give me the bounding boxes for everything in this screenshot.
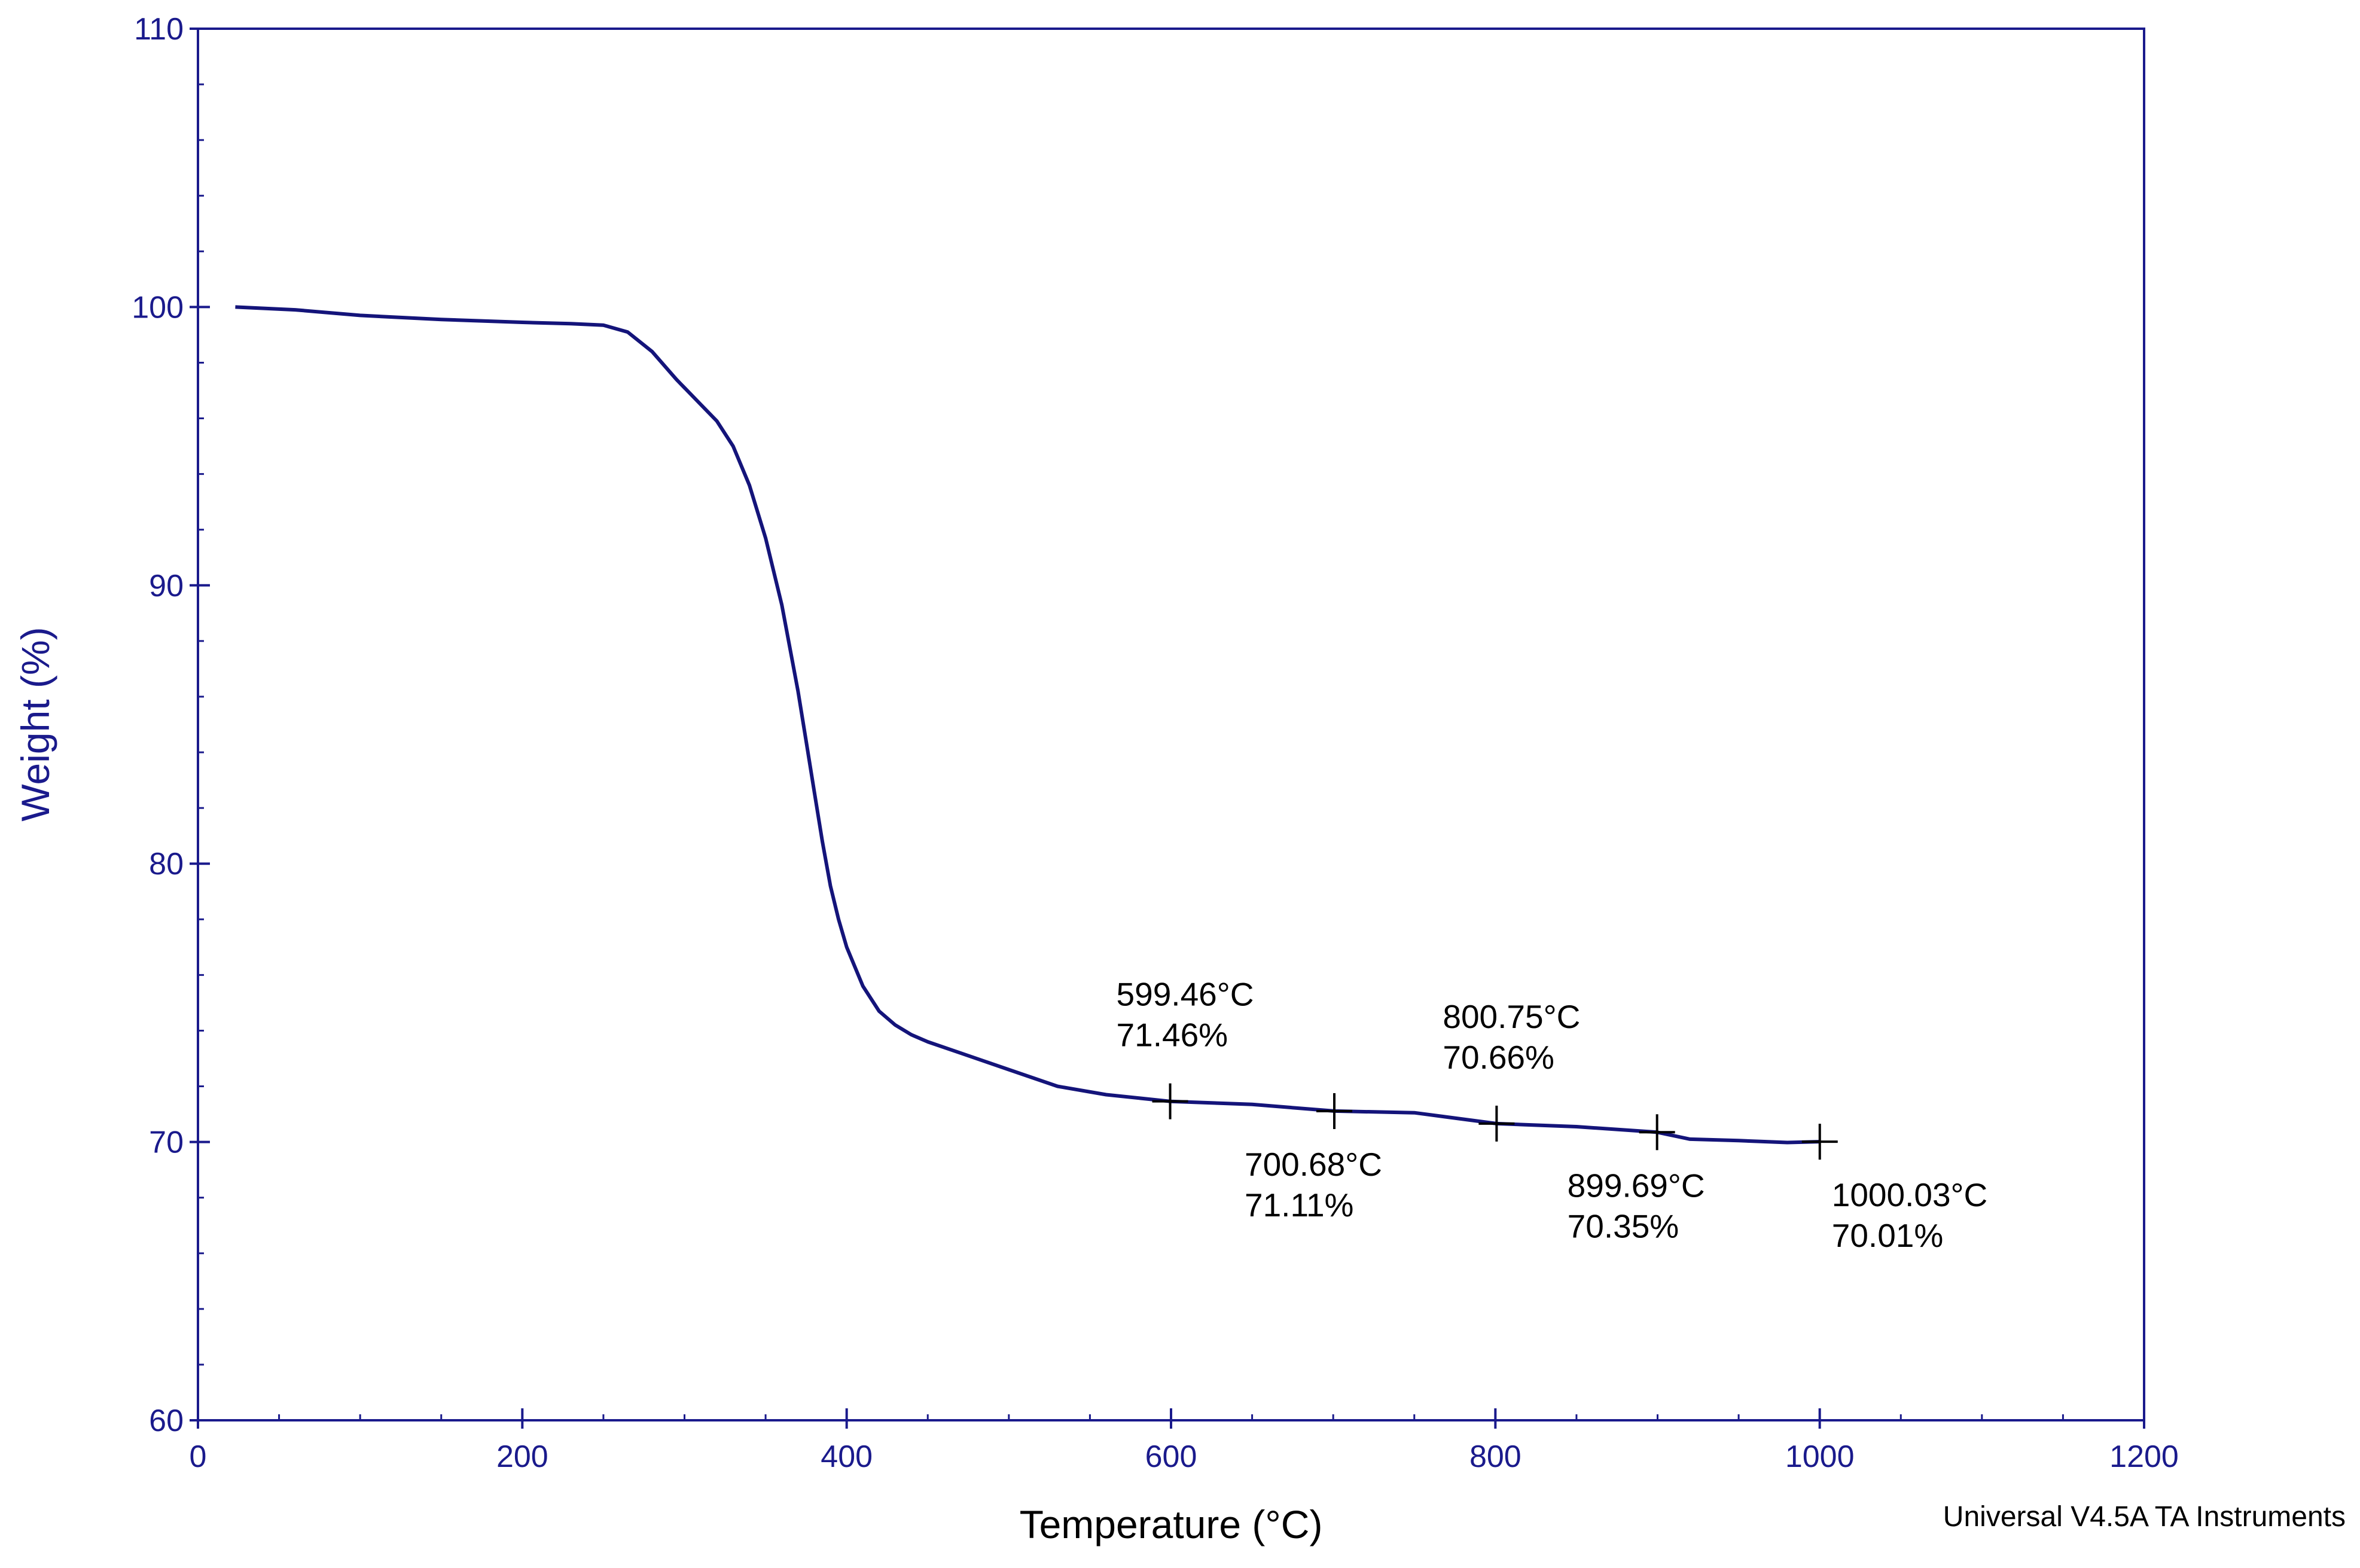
software-credit: Universal V4.5A TA Instruments xyxy=(1943,1501,2346,1533)
major-ticks xyxy=(190,28,2145,1429)
annotation-temperature: 1000.03°C xyxy=(1832,1176,1988,1213)
x-tick-label: 1200 xyxy=(2109,1439,2179,1474)
y-tick-label: 110 xyxy=(134,12,184,47)
x-tick-label: 1000 xyxy=(1785,1439,1855,1474)
x-tick-label: 600 xyxy=(1145,1439,1197,1474)
x-tick-label: 0 xyxy=(190,1439,207,1474)
y-tick-label: 80 xyxy=(149,847,184,881)
annotation-weight: 70.01% xyxy=(1832,1217,1944,1254)
minor-ticks xyxy=(198,83,2064,1420)
annotation-markers xyxy=(1152,1083,1838,1160)
x-tick-label: 200 xyxy=(496,1439,548,1474)
x-tick-label: 800 xyxy=(1469,1439,1522,1474)
annotation-weight: 70.66% xyxy=(1443,1039,1554,1076)
annotation-temperature: 899.69°C xyxy=(1568,1167,1705,1204)
y-tick-label: 70 xyxy=(149,1125,184,1160)
y-tick-label: 100 xyxy=(132,290,184,325)
annotation-temperature: 800.75°C xyxy=(1443,998,1580,1035)
annotation-labels: 599.46°C 71.46% 700.68°C71.11% 800.75°C 70.6… xyxy=(1117,976,1988,1254)
annotation-temperature: 599.46°C xyxy=(1117,976,1254,1013)
y-tick-labels: 60 70 80 90 100 110 xyxy=(132,12,184,1438)
weight-curve xyxy=(235,305,1820,1145)
annotation-weight: 71.11% xyxy=(1245,1186,1353,1224)
x-axis-title: Temperature (°C) xyxy=(1020,1502,1323,1546)
annotation-weight: 71.46% xyxy=(1117,1017,1228,1054)
y-tick-label: 60 xyxy=(149,1404,184,1438)
y-axis-title: Weight (%) xyxy=(13,627,57,821)
annotation-temperature: 700.68°C xyxy=(1245,1146,1382,1183)
x-tick-label: 400 xyxy=(821,1439,873,1474)
annotation-weight: 70.35% xyxy=(1568,1207,1679,1244)
x-tick-labels: 0 200 400 600 800 1000 1200 xyxy=(190,1439,2179,1474)
y-tick-label: 90 xyxy=(149,569,184,603)
